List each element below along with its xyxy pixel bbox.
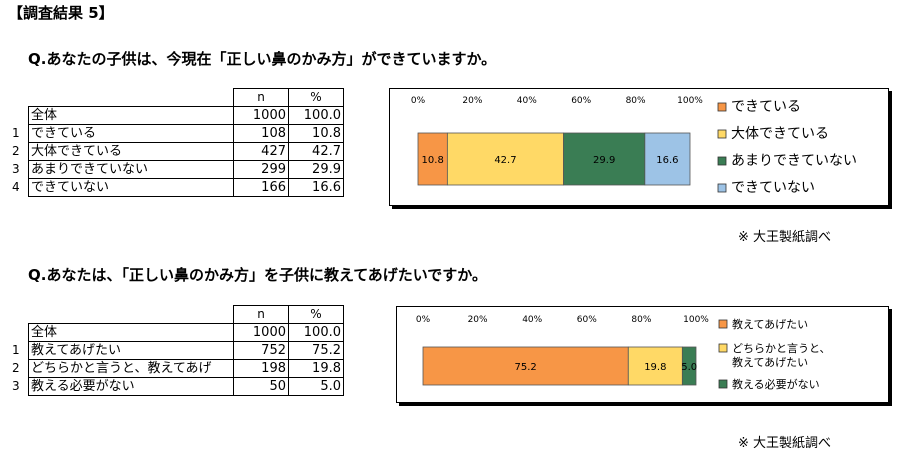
x-tick-label: 40% — [522, 315, 542, 325]
row-label: 教えてあげたい — [28, 341, 234, 360]
legend-swatch — [717, 129, 727, 139]
col-header-pct: % — [288, 305, 344, 324]
cell-n: 50 — [233, 377, 289, 396]
table-row: 全体 1000 100.0 — [10, 323, 344, 342]
x-tick-label: 60% — [577, 315, 597, 325]
x-tick-label: 40% — [517, 96, 537, 106]
bar-segment — [563, 132, 646, 186]
legend-swatch — [717, 102, 727, 112]
data-label: 16.6 — [656, 155, 678, 166]
x-tick-label: 0% — [416, 315, 431, 325]
cell-pct: 29.9 — [288, 160, 344, 179]
bar-segment — [422, 346, 629, 386]
row-label: 教える必要がない — [28, 377, 234, 396]
table-row: 4 できていない 166 16.6 — [10, 178, 344, 197]
bar-segment — [644, 132, 691, 186]
data-label: 75.2 — [515, 362, 537, 373]
legend-label: どちらかと言うと、 — [732, 342, 831, 355]
question-2-title: Q.あなたは、「正しい鼻のかみ方」を子供に教えてあげたいですか。 — [28, 266, 488, 284]
row-label: 大体できている — [28, 142, 234, 161]
question-1-chart-svg: 0% 20% 40% 60% 80% 100% 10.8 42.7 29.9 16.6 できている大… — [411, 96, 857, 196]
source-note: ※ 大王製紙調べ — [738, 230, 832, 245]
cell-pct: 100.0 — [288, 323, 344, 342]
table-row: 1 教えてあげたい 752 75.2 — [10, 341, 344, 360]
table-row: 3 あまりできていない 299 29.9 — [10, 160, 344, 179]
source-note: ※ 大王製紙調べ — [738, 436, 832, 451]
question-1-table: n % 全体 1000 100.0 1 できている 108 10.8 2 大体で… — [10, 88, 344, 197]
x-tick-label: 60% — [571, 96, 591, 106]
table-row: 2 どちらかと言うと、教えてあげ 198 19.8 — [10, 359, 344, 378]
cell-n: 198 — [233, 359, 289, 378]
legend-label: あまりできていない — [731, 153, 857, 169]
data-label: 42.7 — [494, 155, 516, 166]
bar-segment — [627, 346, 683, 386]
row-label: どちらかと言うと、教えてあげ — [28, 359, 234, 378]
row-label: できている — [28, 124, 234, 143]
bar-segment — [417, 132, 448, 186]
x-tick-label: 80% — [626, 96, 646, 106]
cell-pct: 75.2 — [288, 341, 344, 360]
x-tick-label: 20% — [462, 96, 482, 106]
page-title: 【調査結果 5】 — [8, 4, 114, 22]
data-label: 5.0 — [681, 362, 697, 373]
row-label: できていない — [28, 178, 234, 197]
table-row: 1 できている 108 10.8 — [10, 124, 344, 143]
row-label-total: 全体 — [28, 106, 234, 125]
legend-swatch — [718, 379, 728, 389]
bar-segment — [446, 132, 564, 186]
x-tick-label: 20% — [468, 315, 488, 325]
legend-label: できている — [731, 99, 801, 115]
legend-label: 教えてあげたい — [732, 318, 808, 331]
cell-n: 108 — [233, 124, 289, 143]
question-2-table: n % 全体 1000 100.0 1 教えてあげたい 752 75.2 2 ど… — [10, 305, 344, 396]
legend-label: できていない — [731, 180, 815, 196]
legend-label: 大体できている — [731, 126, 829, 142]
legend-label: 教えてあげたい — [732, 356, 808, 369]
data-label: 10.8 — [422, 155, 444, 166]
row-label: あまりできていない — [28, 160, 234, 179]
cell-pct: 19.8 — [288, 359, 344, 378]
question-1-title: Q.あなたの子供は、今現在「正しい鼻のかみ方」ができていますか。 — [28, 50, 497, 68]
table-row: 2 大体できている 427 42.7 — [10, 142, 344, 161]
legend-label: 教える必要がない — [732, 377, 820, 391]
cell-n: 166 — [233, 178, 289, 197]
cell-pct: 42.7 — [288, 142, 344, 161]
question-2-chart-svg: 0% 20% 40% 60% 80% 100%75.2 19.8 5.0教えてあげたいどちらか… — [416, 315, 831, 391]
question-1-chart: 0% 20% 40% 60% 80% 100% 10.8 42.7 29.9 16.6 できている大… — [389, 88, 889, 206]
cell-n: 427 — [233, 142, 289, 161]
legend-swatch — [718, 319, 728, 329]
x-tick-label: 100% — [683, 315, 709, 325]
cell-n: 1000 — [233, 323, 289, 342]
col-header-n: n — [233, 88, 289, 107]
col-header-pct: % — [288, 88, 344, 107]
x-tick-label: 100% — [677, 96, 703, 106]
question-2-chart: 0% 20% 40% 60% 80% 100% 75.2 19.8 5.0 教えてあげたい どちらか… — [396, 306, 889, 403]
legend-swatch — [718, 343, 728, 353]
cell-n: 299 — [233, 160, 289, 179]
table-row: 3 教える必要がない 50 5.0 — [10, 377, 344, 396]
data-label: 19.8 — [644, 362, 666, 373]
x-tick-label: 80% — [631, 315, 651, 325]
bar-segment — [681, 346, 697, 386]
row-label-total: 全体 — [28, 323, 234, 342]
legend-swatch — [717, 183, 727, 193]
cell-pct: 16.6 — [288, 178, 344, 197]
x-tick-label: 0% — [411, 96, 426, 106]
cell-pct: 100.0 — [288, 106, 344, 125]
cell-pct: 10.8 — [288, 124, 344, 143]
cell-pct: 5.0 — [288, 377, 344, 396]
legend-swatch — [717, 156, 727, 166]
cell-n: 752 — [233, 341, 289, 360]
data-label: 29.9 — [593, 155, 615, 166]
col-header-n: n — [233, 305, 289, 324]
table-row: 全体 1000 100.0 — [10, 106, 344, 125]
cell-n: 1000 — [233, 106, 289, 125]
